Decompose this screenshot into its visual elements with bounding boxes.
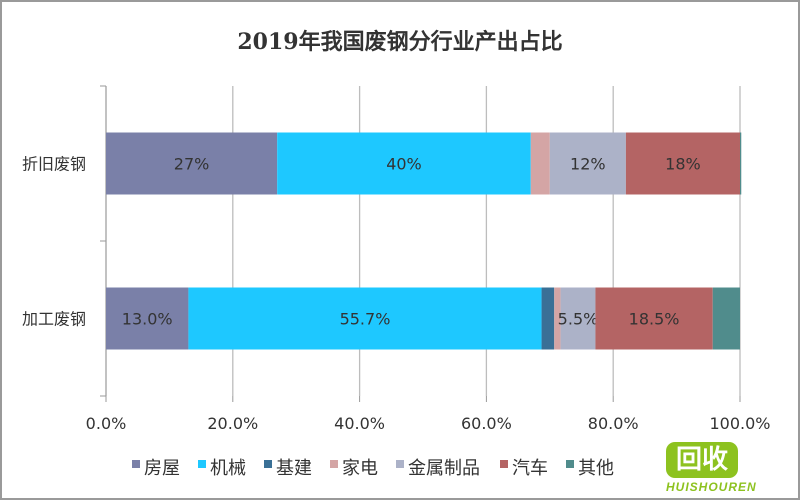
x-tick-label: 100.0% <box>709 414 770 433</box>
bar-segment <box>560 287 596 350</box>
bar-segment <box>712 287 740 350</box>
legend-swatch <box>264 460 272 468</box>
bar-segment <box>530 132 550 195</box>
bar-segment <box>188 287 542 350</box>
legend-swatch <box>132 460 140 468</box>
legend-swatch <box>396 460 404 468</box>
legend-swatch <box>500 460 508 468</box>
data-label: 55.7% <box>340 310 391 329</box>
x-tick-label: 60.0% <box>461 414 512 433</box>
chart-title: 2019年我国废钢分行业产出占比 <box>237 29 563 55</box>
data-label: 27% <box>174 155 210 174</box>
watermark-logo: 回收 HUISHOUREN <box>666 442 792 496</box>
legend-swatch <box>330 460 338 468</box>
data-label: 40% <box>386 155 422 174</box>
data-label: 13.0% <box>122 310 173 329</box>
legend-label: 家电 <box>342 458 378 479</box>
bar-segment <box>277 132 531 195</box>
legend-label: 金属制品 <box>408 458 480 479</box>
bar-segment <box>625 132 740 195</box>
y-tick-label: 加工废钢 <box>22 310 86 329</box>
bar-segment <box>740 132 742 195</box>
bar-segment <box>106 132 278 195</box>
x-tick-label: 80.0% <box>588 414 639 433</box>
bar-segment <box>541 287 555 350</box>
bar-segment <box>106 287 189 350</box>
bar-segment <box>554 287 561 350</box>
data-label: 5.5% <box>558 310 599 329</box>
legend-label: 基建 <box>276 458 312 479</box>
legend-label: 汽车 <box>512 458 548 479</box>
bar-segment <box>549 132 626 195</box>
legend-label: 房屋 <box>144 458 180 479</box>
y-tick-label: 折旧废钢 <box>22 155 86 174</box>
legend-swatch <box>566 460 574 468</box>
watermark-brand: HUISHOUREN <box>666 480 757 494</box>
legend-label: 其他 <box>578 458 614 479</box>
bar-segment <box>595 287 713 350</box>
data-label: 12% <box>570 155 606 174</box>
legend-label: 机械 <box>210 458 246 479</box>
legend-swatch <box>198 460 206 468</box>
x-tick-label: 40.0% <box>334 414 385 433</box>
watermark-logo-mark: 回收 <box>666 442 738 478</box>
data-label: 18% <box>665 155 701 174</box>
x-tick-label: 20.0% <box>207 414 258 433</box>
x-tick-label: 0.0% <box>86 414 127 433</box>
data-label: 18.5% <box>629 310 680 329</box>
